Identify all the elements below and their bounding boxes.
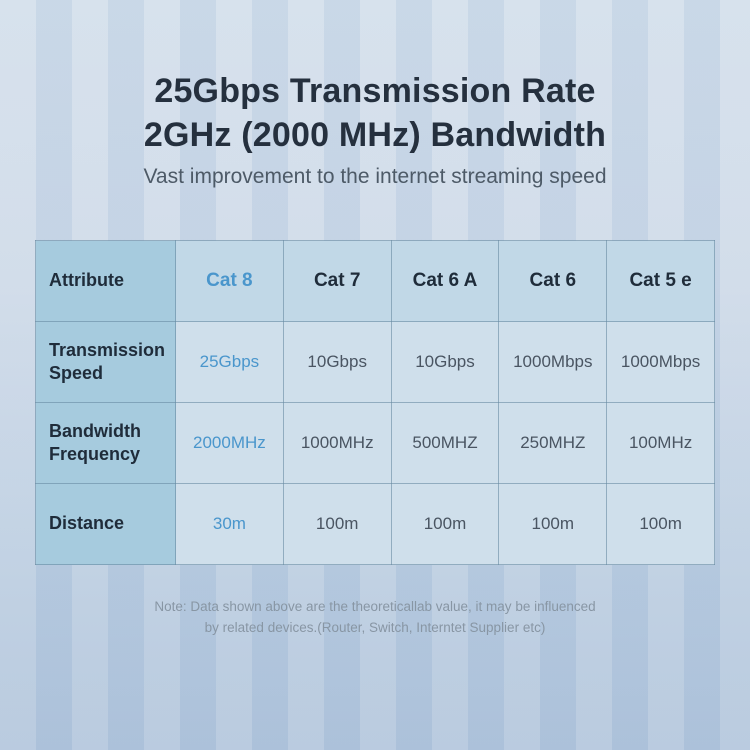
cell-value: 25Gbps bbox=[175, 321, 284, 403]
title-line-2: 2GHz (2000 MHz) Bandwidth bbox=[143, 115, 607, 154]
cell-value: 100m bbox=[282, 483, 392, 565]
cell-value: 1000Mbps bbox=[498, 321, 608, 403]
cell-value: 30m bbox=[175, 483, 284, 565]
footnote-line-1: Note: Data shown above are the theoretic… bbox=[154, 599, 596, 614]
footnote: Note: Data shown above are the theoretic… bbox=[0, 597, 750, 639]
column-header-cat5e: Cat 5 e bbox=[606, 240, 715, 322]
column-header-cat6a: Cat 6 A bbox=[390, 240, 500, 322]
page-title: 25Gbps Transmission Rate 2GHz (2000 MHz)… bbox=[0, 70, 750, 157]
row-label: Transmission Speed bbox=[35, 321, 176, 403]
cell-value: 250MHZ bbox=[498, 402, 608, 484]
comparison-table: Attribute Cat 8 Cat 7 Cat 6 A Cat 6 Cat … bbox=[35, 240, 715, 565]
cell-value: 10Gbps bbox=[282, 321, 392, 403]
cell-value: 100m bbox=[390, 483, 500, 565]
subtitle: Vast improvement to the internet streami… bbox=[143, 165, 607, 188]
table-header-row: Attribute Cat 8 Cat 7 Cat 6 A Cat 6 Cat … bbox=[35, 240, 715, 322]
table-row-bandwidth-frequency: Bandwidth Frequency 2000MHz 1000MHz 500M… bbox=[35, 402, 715, 484]
footnote-line-2: by related devices.(Router, Switch, Inte… bbox=[204, 619, 546, 635]
row-label: Distance bbox=[35, 483, 176, 565]
column-header-cat7: Cat 7 bbox=[282, 240, 392, 322]
column-header-cat6: Cat 6 bbox=[498, 240, 608, 322]
cell-value: 100MHz bbox=[606, 402, 715, 484]
cell-value: 100m bbox=[498, 483, 608, 565]
column-header-cat8: Cat 8 bbox=[175, 240, 284, 322]
cell-value: 500MHZ bbox=[390, 402, 500, 484]
cell-value: 1000Mbps bbox=[606, 321, 715, 403]
table-row-distance: Distance 30m 100m 100m 100m 100m bbox=[35, 483, 715, 565]
title-line-1: 25Gbps Transmission Rate bbox=[154, 72, 596, 110]
table-row-transmission-speed: Transmission Speed 25Gbps 10Gbps 10Gbps … bbox=[35, 321, 715, 403]
cell-value: 2000MHz bbox=[175, 402, 284, 484]
cell-value: 10Gbps bbox=[390, 321, 500, 403]
row-label: Bandwidth Frequency bbox=[35, 402, 176, 484]
cell-value: 100m bbox=[606, 483, 715, 565]
column-header-attribute: Attribute bbox=[35, 240, 176, 322]
cell-value: 1000MHz bbox=[282, 402, 392, 484]
